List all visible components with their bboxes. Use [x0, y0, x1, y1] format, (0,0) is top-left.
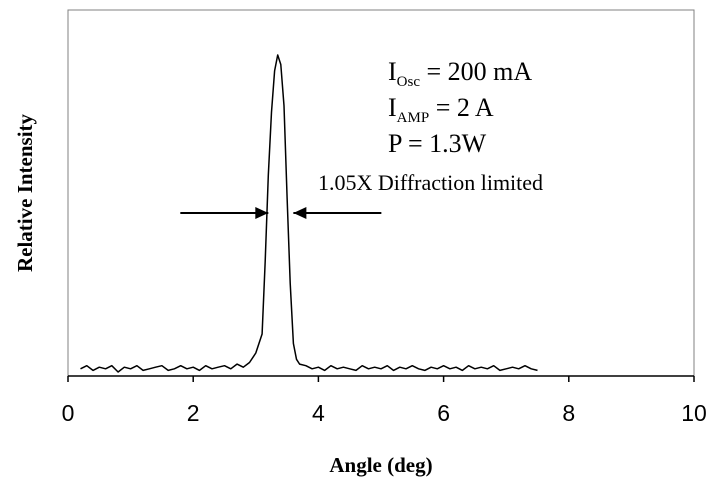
fwhm-annotation-label: 1.05X Diffraction limited: [318, 170, 543, 195]
parameter-block: IOsc = 200 mA IAMP = 2 A P = 1.3W: [388, 57, 532, 158]
x-ticks: 0 2 4 6 8 10: [62, 376, 707, 426]
series-layer: [80, 54, 538, 373]
fwhm-left-arrow-head: [255, 207, 269, 219]
fwhm-left-arrow: [180, 207, 269, 219]
x-tick-label: 2: [187, 400, 200, 426]
plot-frame: [67, 9, 695, 377]
x-tick-label: 8: [562, 400, 575, 426]
annotation-layer: [180, 207, 382, 219]
x-tick-label: 6: [437, 400, 450, 426]
x-tick-label: 10: [681, 400, 707, 426]
x-tick-label: 0: [62, 400, 75, 426]
fwhm-right-arrow-head: [293, 207, 307, 219]
intensity-series-line: [80, 54, 538, 373]
y-axis-title: Relative Intensity: [13, 113, 37, 272]
x-tick-label: 4: [312, 400, 325, 426]
x-axis-title: Angle (deg): [329, 453, 432, 477]
amp-current-label: IAMP = 2 A: [388, 93, 494, 126]
osc-current-label: IOsc = 200 mA: [388, 57, 532, 90]
fwhm-right-arrow: [293, 207, 382, 219]
power-label: P = 1.3W: [388, 129, 487, 158]
